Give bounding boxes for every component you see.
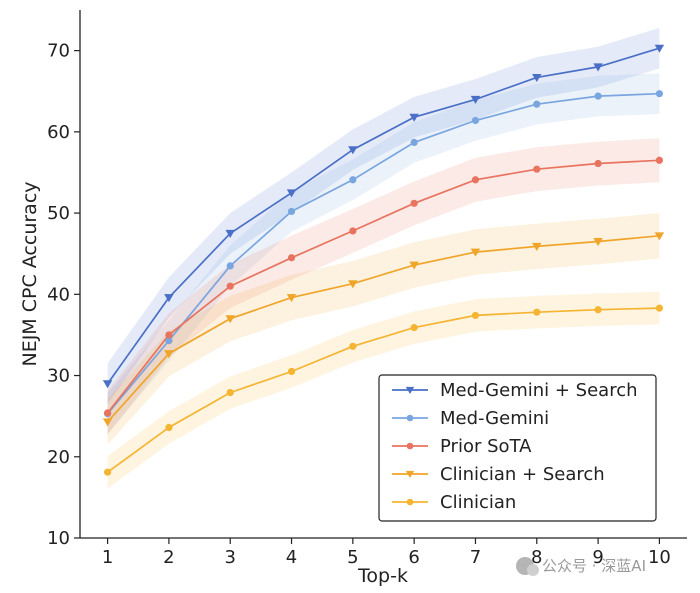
x-tick-label-6: 7 — [470, 547, 481, 568]
x-tick-label-5: 6 — [408, 547, 419, 568]
legend-marker-4 — [406, 498, 414, 506]
line-series-3 — [106, 234, 660, 423]
point-series-4-9 — [655, 304, 664, 312]
y-tick-label-2: 30 — [47, 366, 70, 387]
point-series-2-9 — [655, 156, 664, 164]
y-tick-label-1: 20 — [47, 447, 70, 468]
point-series-4-1 — [165, 423, 173, 432]
x-ticks: 1 2 3 4 5 6 7 8 9 10 — [102, 538, 671, 568]
point-series-0-3 — [286, 189, 297, 198]
x-tick-label-7: 8 — [531, 547, 542, 568]
x-axis-label: Top-k — [357, 565, 408, 587]
x-tick-label-2: 3 — [224, 547, 235, 568]
legend-marker-3 — [405, 470, 415, 478]
band-series-2 — [107, 138, 660, 435]
point-series-3-3 — [286, 294, 297, 303]
point-series-2-5 — [410, 199, 418, 207]
point-series-4-2 — [226, 388, 234, 397]
point-series-3-4 — [348, 280, 358, 289]
legend-marker-1 — [406, 414, 414, 422]
point-series-2-0 — [103, 409, 112, 417]
axes — [79, 10, 687, 539]
line-series-2 — [106, 159, 660, 414]
point-series-0-5 — [409, 113, 419, 122]
series-markers — [102, 44, 665, 476]
point-series-2-1 — [165, 331, 173, 339]
legend-label-2: Prior SoTA — [440, 436, 532, 457]
legend-box — [378, 374, 657, 522]
point-series-1-3 — [287, 207, 296, 216]
point-series-1-8 — [594, 92, 602, 100]
point-series-3-8 — [593, 238, 603, 247]
point-series-4-6 — [471, 311, 480, 320]
point-series-2-2 — [226, 282, 234, 290]
watermark: 公众号 · 深蓝AI — [516, 557, 646, 576]
legend-label-1: Med-Gemini — [440, 408, 549, 429]
point-series-3-9 — [654, 232, 665, 241]
point-series-0-4 — [348, 146, 358, 155]
x-tick-label-3: 4 — [286, 547, 297, 568]
point-series-2-3 — [287, 254, 296, 262]
line-series-0 — [106, 47, 660, 385]
point-series-4-5 — [410, 324, 418, 332]
point-series-1-7 — [533, 100, 541, 108]
band-series-3 — [107, 213, 660, 445]
y-ticks: 10 20 30 40 50 60 70 — [47, 41, 80, 549]
point-series-3-2 — [225, 315, 235, 324]
point-series-2-6 — [471, 176, 480, 184]
point-series-1-6 — [471, 116, 480, 125]
x-tick-label-8: 9 — [592, 547, 603, 568]
point-series-3-7 — [532, 242, 542, 251]
point-series-4-3 — [287, 367, 296, 376]
y-tick-label-4: 50 — [47, 203, 70, 224]
line-series-1 — [106, 92, 660, 415]
y-tick-label-6: 70 — [47, 41, 70, 62]
wechat-icon-bubble — [527, 564, 539, 576]
point-series-2-8 — [594, 159, 602, 168]
x-tick-label-9: 10 — [648, 547, 671, 568]
point-series-1-5 — [410, 138, 418, 147]
y-tick-label-3: 40 — [47, 284, 70, 305]
legend-label-3: Clinician + Search — [440, 464, 605, 485]
band-series-1 — [107, 73, 660, 435]
x-tick-label-0: 1 — [102, 547, 113, 568]
legend-label-4: Clinician — [440, 492, 516, 513]
point-series-3-6 — [470, 248, 481, 257]
legend: Med-Gemini + Search Med-Gemini Prior SoTA C… — [378, 374, 657, 522]
point-series-4-0 — [103, 468, 112, 476]
point-series-0-1 — [164, 294, 174, 303]
legend-label-0: Med-Gemini + Search — [440, 380, 638, 401]
y-axis-label: NEJM CPC Accuracy — [19, 181, 41, 366]
point-series-1-9 — [655, 90, 664, 98]
point-series-3-1 — [164, 350, 174, 359]
y-tick-label-5: 60 — [47, 122, 70, 143]
point-series-0-6 — [470, 95, 481, 104]
point-series-2-4 — [349, 227, 357, 235]
point-series-1-4 — [349, 176, 357, 184]
x-tick-label-1: 2 — [163, 547, 174, 568]
point-series-3-5 — [409, 261, 419, 270]
series-lines — [106, 47, 660, 473]
x-tick-label-4: 5 — [347, 547, 358, 568]
legend-marker-0 — [405, 386, 415, 394]
point-series-3-0 — [102, 418, 113, 427]
point-series-4-7 — [533, 308, 541, 316]
point-series-0-8 — [593, 63, 603, 72]
point-series-0-7 — [532, 73, 542, 83]
point-series-0-0 — [102, 380, 113, 389]
point-series-4-4 — [349, 342, 357, 350]
point-series-4-8 — [594, 306, 602, 314]
svg-text:公众号 · 深蓝AI: 公众号 · 深蓝AI — [542, 557, 646, 575]
line-series-4 — [107, 307, 660, 473]
point-series-0-9 — [654, 44, 665, 53]
y-tick-label-0: 10 — [47, 528, 70, 549]
point-series-1-2 — [226, 262, 234, 270]
point-series-2-7 — [533, 165, 541, 173]
band-series-4 — [107, 291, 660, 489]
legend-marker-2 — [406, 442, 414, 450]
point-series-0-2 — [225, 229, 235, 238]
